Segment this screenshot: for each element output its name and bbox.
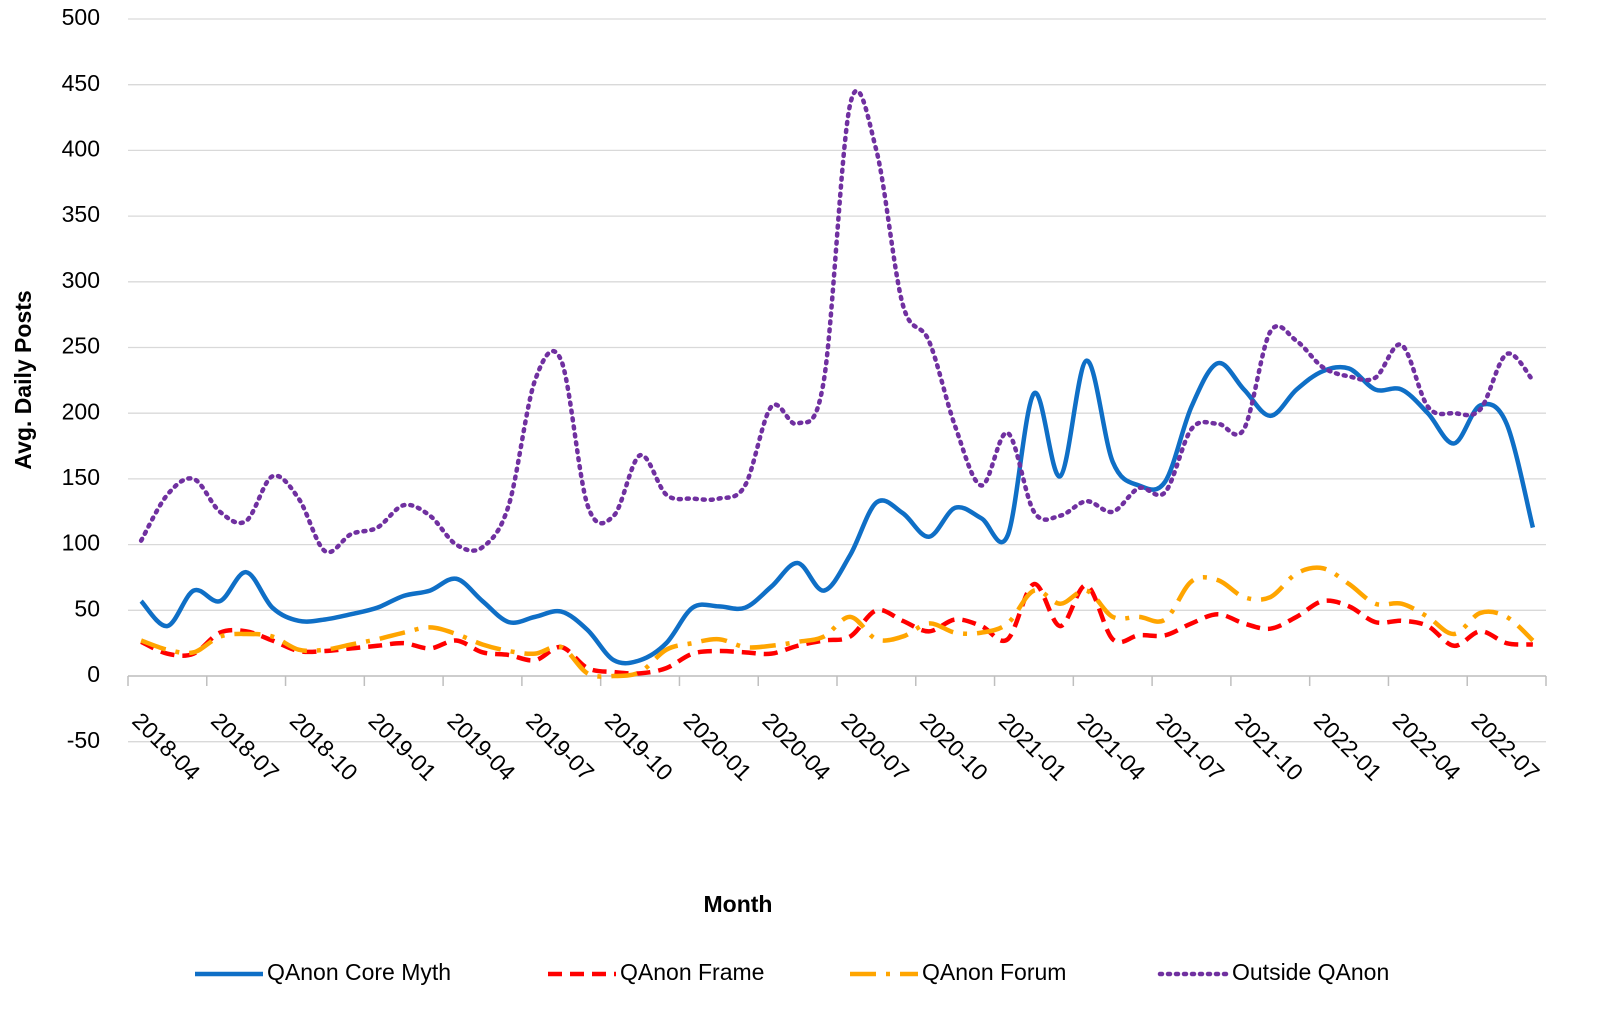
y-tick-label: 200 <box>62 398 100 424</box>
x-tick-label: 2021-04 <box>1073 707 1151 785</box>
y-axis-title: Avg. Daily Posts <box>10 290 36 469</box>
x-tick-label: 2018-04 <box>127 707 205 785</box>
y-tick-label: 450 <box>62 70 100 96</box>
legend-label: QAnon Core Myth <box>267 959 451 985</box>
y-tick-label: 350 <box>62 201 100 227</box>
y-tick-label: -50 <box>67 727 100 753</box>
x-tick-label: 2020-07 <box>836 707 914 785</box>
x-tick-label: 2018-10 <box>285 707 363 785</box>
x-tick-label: 2019-10 <box>600 707 678 785</box>
x-tick-label: 2019-04 <box>442 707 520 785</box>
y-tick-label: 300 <box>62 267 100 293</box>
x-tick-label: 2020-04 <box>758 707 836 785</box>
y-tick-label: 0 <box>87 661 100 687</box>
y-tick-label: 50 <box>74 595 100 621</box>
x-tick-label: 2019-01 <box>364 707 442 785</box>
y-tick-label: 150 <box>62 464 100 490</box>
legend-label: QAnon Forum <box>922 959 1066 985</box>
data-line <box>140 581 1533 676</box>
x-tick-label: 2018-07 <box>206 707 284 785</box>
x-tick-label: 2022-07 <box>1467 707 1545 785</box>
x-tick-label: 2021-07 <box>1151 707 1229 785</box>
x-tick-label: 2021-10 <box>1230 707 1308 785</box>
data-line <box>138 88 1536 555</box>
x-axis-title: Month <box>704 891 773 917</box>
x-tick-label: 2022-04 <box>1388 707 1466 785</box>
data-line <box>139 358 1536 666</box>
x-tick-label: 2020-01 <box>679 707 757 785</box>
y-tick-label: 400 <box>62 135 100 161</box>
x-tick-label: 2019-07 <box>521 707 599 785</box>
legend-label: QAnon Frame <box>620 959 764 985</box>
x-tick-label: 2020-10 <box>915 707 993 785</box>
legend-label: Outside QAnon <box>1232 959 1389 985</box>
y-tick-label: 100 <box>62 530 100 556</box>
y-tick-label: 500 <box>62 4 100 30</box>
x-tick-label: 2021-01 <box>994 707 1072 785</box>
data-line <box>140 565 1535 679</box>
y-tick-label: 250 <box>62 333 100 359</box>
x-tick-label: 2022-01 <box>1309 707 1387 785</box>
